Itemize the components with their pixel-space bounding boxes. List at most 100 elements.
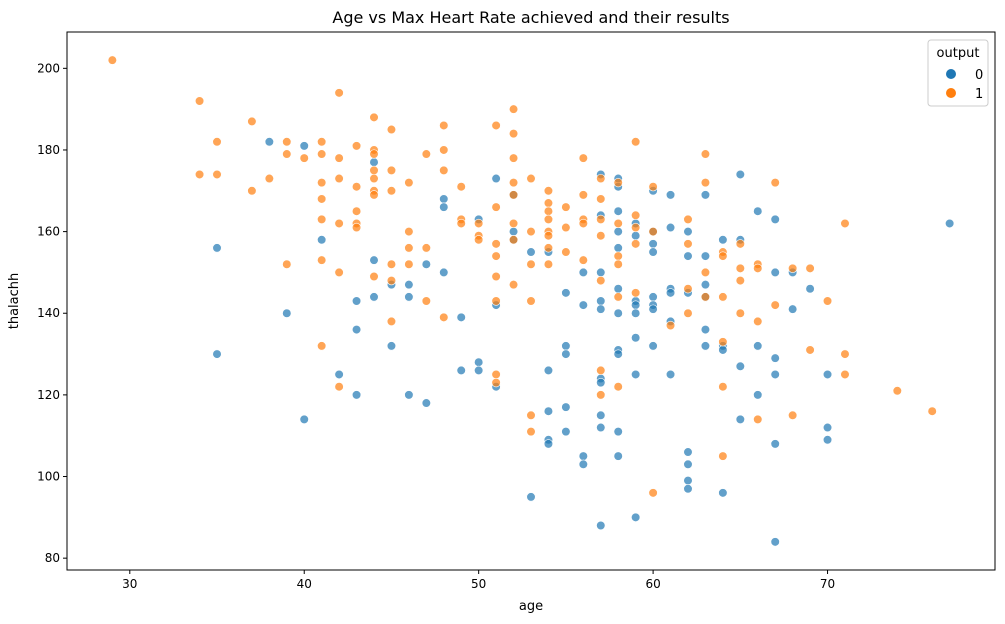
data-point-output-0 — [351, 324, 362, 335]
data-point-output-0 — [282, 308, 292, 318]
chart-title: Age vs Max Heart Rate achieved and their… — [332, 8, 729, 27]
data-point-output-0 — [526, 492, 536, 502]
data-point-output-1 — [718, 251, 728, 261]
data-point-output-0 — [683, 251, 693, 261]
data-point-output-1 — [351, 206, 362, 216]
data-point-output-1 — [753, 414, 763, 424]
data-point-output-0 — [718, 345, 728, 355]
y-tick-label: 80 — [45, 551, 60, 565]
x-tick-label: 60 — [645, 577, 660, 591]
x-tick-label: 70 — [820, 577, 835, 591]
data-point-output-0 — [404, 292, 414, 302]
legend-box — [927, 39, 989, 107]
data-point-output-1 — [753, 316, 763, 327]
data-point-output-1 — [596, 390, 606, 400]
data-point-output-0 — [508, 227, 519, 237]
y-tick-label: 200 — [37, 61, 60, 75]
data-point-output-0 — [578, 267, 588, 278]
data-point-output-0 — [631, 231, 641, 241]
data-point-output-1 — [334, 88, 344, 98]
data-point-output-0 — [596, 410, 606, 420]
data-point-output-1 — [631, 222, 641, 233]
data-point-output-1 — [526, 173, 536, 184]
data-point-output-0 — [578, 451, 588, 461]
data-point-output-1 — [317, 194, 327, 204]
data-point-output-1 — [334, 153, 344, 163]
data-point-output-1 — [404, 259, 414, 269]
data-point-output-0 — [212, 349, 222, 359]
data-point-output-0 — [596, 378, 606, 388]
data-point-output-0 — [613, 427, 623, 437]
data-point-output-1 — [718, 451, 728, 461]
data-point-output-1 — [805, 345, 815, 355]
data-point-output-1 — [753, 263, 763, 273]
data-point-output-1 — [543, 214, 554, 224]
data-point-output-0 — [596, 520, 606, 531]
data-point-output-1 — [386, 316, 397, 327]
data-point-output-1 — [369, 190, 379, 200]
data-point-output-1 — [439, 165, 449, 175]
data-point-output-0 — [404, 390, 414, 400]
data-point-output-1 — [439, 312, 449, 322]
plot-frame — [66, 31, 996, 571]
data-point-output-1 — [718, 292, 728, 302]
data-point-output-1 — [491, 239, 501, 249]
data-point-output-1 — [264, 173, 274, 184]
data-point-output-0 — [526, 247, 536, 257]
data-point-output-0 — [351, 390, 362, 400]
data-point-output-1 — [421, 149, 431, 159]
data-point-output-1 — [317, 341, 327, 351]
data-point-output-1 — [596, 365, 606, 375]
data-point-output-0 — [596, 304, 606, 314]
data-point-output-0 — [613, 451, 623, 461]
x-tick-label: 30 — [122, 577, 137, 591]
data-point-output-0 — [648, 341, 658, 351]
data-point-output-1 — [788, 410, 798, 420]
data-point-output-1 — [892, 386, 902, 396]
data-point-output-0 — [631, 369, 641, 380]
data-point-output-1 — [404, 178, 414, 188]
data-point-output-1 — [526, 227, 536, 237]
data-point-output-0 — [561, 349, 571, 359]
data-point-output-1 — [404, 227, 414, 237]
data-point-output-1 — [386, 186, 397, 196]
data-point-output-0 — [700, 341, 711, 351]
data-point-output-0 — [317, 235, 327, 245]
data-point-output-0 — [596, 422, 606, 433]
data-point-output-1 — [561, 222, 571, 233]
data-point-output-0 — [561, 402, 571, 412]
data-point-output-1 — [578, 190, 588, 200]
data-point-output-1 — [212, 137, 222, 147]
data-point-output-0 — [613, 227, 623, 237]
data-point-output-0 — [753, 341, 763, 351]
data-point-output-1 — [665, 320, 676, 331]
data-point-output-1 — [543, 243, 554, 253]
data-point-output-0 — [578, 459, 588, 469]
data-point-output-0 — [683, 476, 693, 486]
data-point-output-1 — [631, 210, 641, 220]
y-tick-label: 120 — [37, 388, 60, 402]
data-point-output-1 — [491, 120, 501, 131]
data-point-output-1 — [439, 120, 449, 131]
data-point-output-0 — [561, 341, 571, 351]
data-point-output-0 — [648, 239, 658, 249]
data-point-output-0 — [421, 259, 431, 269]
data-point-output-1 — [334, 173, 344, 184]
data-point-output-1 — [596, 214, 606, 224]
data-point-output-0 — [369, 157, 379, 167]
legend-marker-1 — [946, 88, 956, 98]
data-point-output-0 — [299, 141, 309, 151]
data-point-output-0 — [648, 247, 658, 257]
data-point-output-1 — [491, 251, 501, 261]
data-point-output-1 — [526, 410, 536, 420]
data-point-output-0 — [543, 406, 554, 416]
data-point-output-1 — [578, 153, 588, 163]
data-point-output-0 — [613, 243, 623, 253]
data-point-output-1 — [613, 292, 623, 302]
data-point-output-0 — [613, 308, 623, 318]
data-point-output-1 — [526, 296, 536, 306]
data-point-output-0 — [369, 255, 379, 265]
data-point-output-1 — [508, 129, 519, 139]
data-point-output-1 — [369, 271, 379, 282]
data-point-output-1 — [648, 227, 658, 237]
